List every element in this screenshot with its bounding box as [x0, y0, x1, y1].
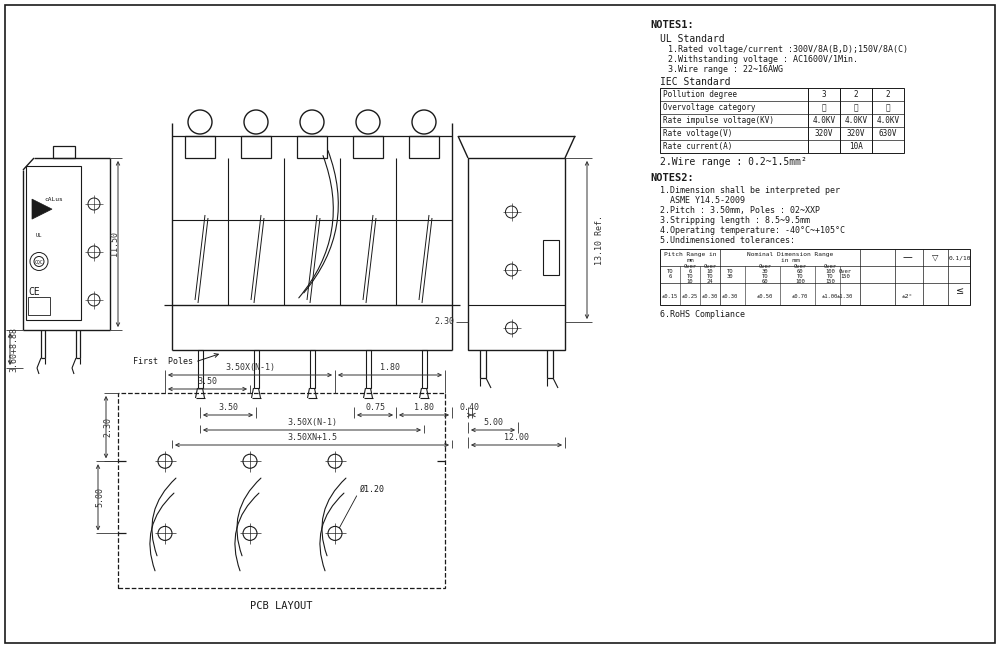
- Text: 0.40: 0.40: [460, 403, 480, 412]
- Text: 2.30: 2.30: [434, 318, 454, 327]
- Text: 6.RoHS Compliance: 6.RoHS Compliance: [660, 310, 745, 319]
- Text: 3.50X(N-1): 3.50X(N-1): [287, 418, 337, 427]
- Text: 10A: 10A: [849, 142, 863, 151]
- Text: ±0.70: ±0.70: [792, 294, 808, 299]
- Text: ±0.15: ±0.15: [662, 294, 678, 299]
- Text: 3.50XN+1.5: 3.50XN+1.5: [287, 433, 337, 442]
- Text: 13.10 Ref.: 13.10 Ref.: [595, 215, 604, 265]
- Text: 1.Rated voltage/current :300V/8A(B,D);150V/8A(C): 1.Rated voltage/current :300V/8A(B,D);15…: [668, 45, 908, 54]
- Text: 1.80: 1.80: [414, 403, 434, 412]
- Text: cALus: cALus: [45, 198, 63, 202]
- Text: 0.75: 0.75: [365, 403, 385, 412]
- Bar: [468, 158, 565, 350]
- Bar: [198, 350, 202, 388]
- Text: Ⅲ: Ⅲ: [822, 103, 826, 112]
- Text: 2.Withstanding voltage : AC1600V/1Min.: 2.Withstanding voltage : AC1600V/1Min.: [668, 55, 858, 64]
- Text: Over
30
TO
60: Over 30 TO 60: [759, 264, 772, 284]
- Text: ≤: ≤: [956, 286, 964, 296]
- Text: 5.00: 5.00: [95, 487, 104, 507]
- Bar: [254, 350, 258, 388]
- Text: 11.50: 11.50: [110, 231, 119, 257]
- Bar: [310, 350, 314, 388]
- Text: 1.80: 1.80: [380, 363, 400, 372]
- Text: 2.Pitch : 3.50mm, Poles : 02~XXP: 2.Pitch : 3.50mm, Poles : 02~XXP: [660, 206, 820, 215]
- Text: UL Standard: UL Standard: [660, 34, 725, 44]
- Text: Ⅱ: Ⅱ: [854, 103, 858, 112]
- Bar: [409, 136, 439, 158]
- Text: 3.50: 3.50: [198, 377, 218, 386]
- Text: 5.Undimensioned tolerances:: 5.Undimensioned tolerances:: [660, 236, 795, 245]
- Bar: [660, 88, 904, 153]
- Bar: [185, 136, 215, 158]
- Text: Over
150: Over 150: [838, 269, 852, 279]
- Bar: [241, 136, 271, 158]
- Text: 3.50X(N-1): 3.50X(N-1): [225, 363, 275, 372]
- Text: Nominal Dimension Range
in mm: Nominal Dimension Range in mm: [747, 252, 833, 263]
- Text: 4.Operating temperature: -40°C~+105°C: 4.Operating temperature: -40°C~+105°C: [660, 226, 845, 235]
- Text: 2.30: 2.30: [103, 417, 112, 437]
- Text: Overvoltage category: Overvoltage category: [663, 103, 756, 112]
- Text: NOTES2:: NOTES2:: [650, 173, 694, 183]
- Text: 630V: 630V: [879, 129, 897, 138]
- Text: 4.0KV: 4.0KV: [812, 116, 836, 125]
- Text: Over
10
TO
24: Over 10 TO 24: [704, 264, 716, 284]
- Text: ▽: ▽: [932, 253, 938, 262]
- Bar: [660, 249, 970, 305]
- Text: ±1.30: ±1.30: [837, 294, 853, 299]
- Text: 3.60+8.88: 3.60+8.88: [9, 327, 18, 371]
- Text: TO
30: TO 30: [727, 269, 733, 279]
- Text: ±1.00: ±1.00: [822, 294, 838, 299]
- Text: NOTES1:: NOTES1:: [650, 20, 694, 30]
- Text: ±0.50: ±0.50: [757, 294, 773, 299]
- Bar: [118, 393, 445, 588]
- Text: First  Poles: First Poles: [133, 358, 193, 367]
- Text: ±0.25: ±0.25: [682, 294, 698, 299]
- Text: 3.Stripping length : 8.5~9.5mm: 3.Stripping length : 8.5~9.5mm: [660, 216, 810, 225]
- Text: 2: 2: [886, 90, 890, 99]
- Text: 5.00: 5.00: [483, 418, 503, 427]
- Text: 1.Dimension shall be interpreted per: 1.Dimension shall be interpreted per: [660, 186, 840, 195]
- Bar: [26, 166, 81, 320]
- Text: 3.50: 3.50: [218, 403, 238, 412]
- Text: CE: CE: [28, 287, 40, 297]
- Text: TO
6: TO 6: [667, 269, 673, 279]
- Text: ±2°: ±2°: [901, 294, 913, 299]
- Text: 4.0KV: 4.0KV: [876, 116, 900, 125]
- Text: ±0.30: ±0.30: [702, 294, 718, 299]
- Text: 3.Wire range : 22~16AWG: 3.Wire range : 22~16AWG: [668, 65, 783, 74]
- Text: UL: UL: [36, 233, 42, 238]
- Text: Ø1.20: Ø1.20: [360, 485, 385, 494]
- Bar: [28, 297, 50, 315]
- Polygon shape: [32, 199, 52, 219]
- Text: 320V: 320V: [847, 129, 865, 138]
- Text: 2.Wire range : 0.2~1.5mm²: 2.Wire range : 0.2~1.5mm²: [660, 157, 807, 167]
- Text: Rate impulse voltage(KV): Rate impulse voltage(KV): [663, 116, 774, 125]
- Text: ±0.30: ±0.30: [722, 294, 738, 299]
- Text: 3: 3: [822, 90, 826, 99]
- Text: Ⅰ: Ⅰ: [886, 103, 890, 112]
- Text: 2: 2: [854, 90, 858, 99]
- Text: CQC: CQC: [35, 259, 43, 264]
- Bar: [353, 136, 383, 158]
- Text: Over
60
TO
100: Over 60 TO 100: [794, 264, 806, 284]
- Text: ASME Y14.5-2009: ASME Y14.5-2009: [660, 196, 745, 205]
- Text: 12.00: 12.00: [504, 433, 529, 442]
- Text: Rate current(A): Rate current(A): [663, 142, 732, 151]
- Text: Rate voltage(V): Rate voltage(V): [663, 129, 732, 138]
- Text: Pitch Range in
mm: Pitch Range in mm: [664, 252, 716, 263]
- Text: —: —: [902, 253, 912, 262]
- Text: IEC Standard: IEC Standard: [660, 77, 730, 87]
- Bar: [297, 136, 327, 158]
- Text: PCB LAYOUT: PCB LAYOUT: [250, 601, 313, 611]
- Text: Over
100
TO
150: Over 100 TO 150: [824, 264, 836, 284]
- Text: Over
6
TO
10: Over 6 TO 10: [684, 264, 696, 284]
- Bar: [543, 240, 559, 275]
- Text: Pollution degree: Pollution degree: [663, 90, 737, 99]
- Text: 320V: 320V: [815, 129, 833, 138]
- Text: 4.0KV: 4.0KV: [844, 116, 868, 125]
- Text: 0.1/10: 0.1/10: [949, 255, 971, 260]
- Bar: [53, 146, 75, 158]
- Bar: [422, 350, 426, 388]
- Bar: [366, 350, 370, 388]
